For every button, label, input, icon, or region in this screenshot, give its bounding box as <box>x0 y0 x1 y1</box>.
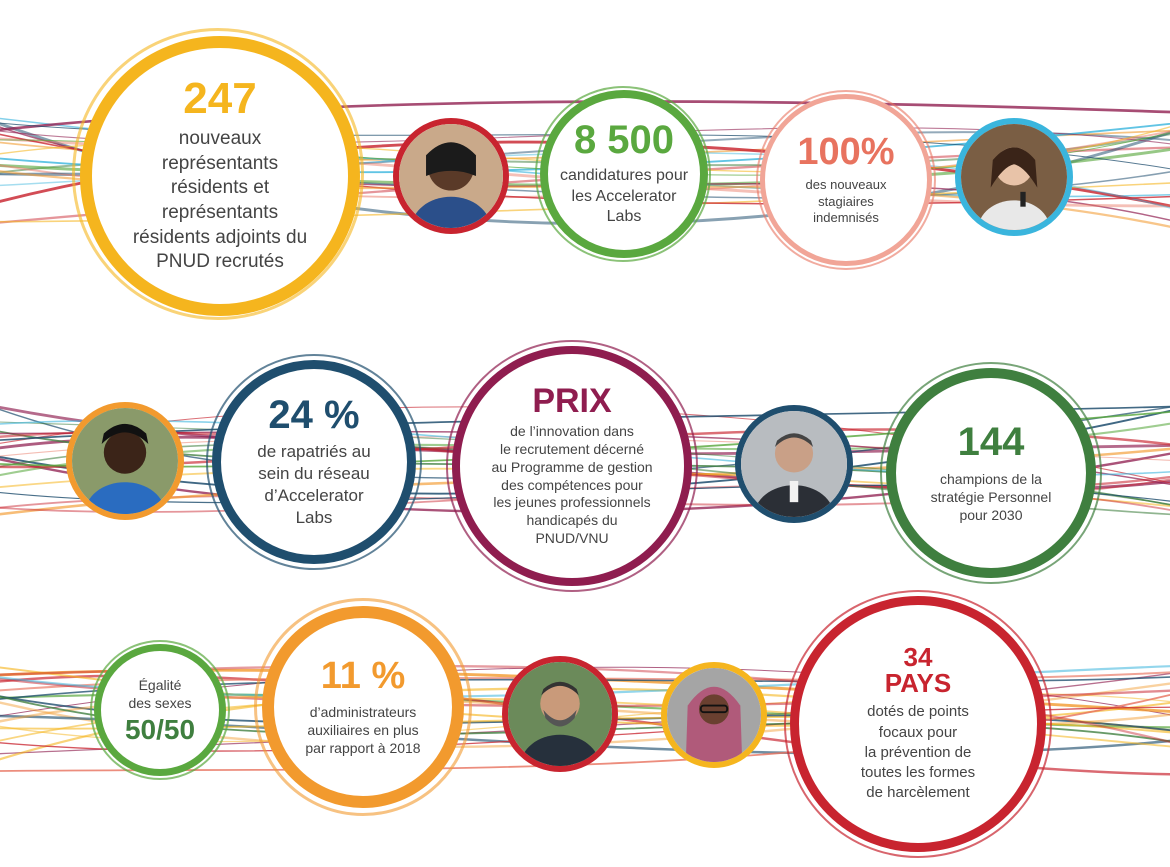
stat-text: des nouveaux stagiaires indemnisés <box>805 176 887 226</box>
stat-circle-prix: PRIX de l’innovation dans le recrutement … <box>452 346 692 586</box>
man-suit-icon <box>735 405 853 523</box>
stat-circle-recrutes: 247 nouveaux représentants résidents et re… <box>80 36 360 316</box>
stat-text: candidatures pour les Accelerator Labs <box>559 166 689 226</box>
man-beard-icon <box>502 656 618 772</box>
stat-value: PRIX <box>532 381 612 420</box>
stat-text: d’administrateurs auxiliaires en plus par … <box>305 703 421 757</box>
stat-text: de rapatriés au sein du réseau d’Accelerat… <box>257 441 371 528</box>
stat-value: 50/50 <box>124 714 196 746</box>
stat-circle-egalite: Égalité des sexes 50/50 <box>94 644 226 776</box>
woman-smiling-icon <box>66 402 184 520</box>
woman-scarf-icon <box>661 662 767 768</box>
stat-value: 34 <box>903 642 933 673</box>
stat-circle-stagiaires: 100% des nouveaux stagiaires indemnisés <box>760 94 932 266</box>
stat-text: champions de la stratégie Personnel pour 2… <box>930 470 1052 524</box>
stat-text: de l’innovation dans le recrutement décer… <box>491 422 653 547</box>
stat-value: 11 % <box>320 654 406 697</box>
stat-value: 24 % <box>268 392 360 437</box>
stat-circle-candidatures: 8 500 candidatures pour les Accelerator La… <box>540 90 708 258</box>
stat-value-2: PAYS <box>884 668 952 699</box>
woman-microphone-icon <box>955 118 1073 236</box>
stat-value: 8 500 <box>573 117 675 162</box>
stat-circle-rapatries: 24 % de rapatriés au sein du réseau d’Acce… <box>212 360 416 564</box>
stat-circle-administrateurs: 11 % d’administrateurs auxiliaires en plu… <box>262 606 464 808</box>
woman-glasses-icon <box>393 118 509 234</box>
stat-label: Égalité des sexes <box>128 676 192 711</box>
stat-value: 247 <box>183 73 257 123</box>
stat-text: nouveaux représentants résidents et représ… <box>132 127 308 273</box>
stat-value: 100% <box>797 130 895 173</box>
stat-circle-champions: 144 champions de la stratégie Personnel po… <box>886 368 1096 578</box>
stat-text: dotés de points focaux pour la prévention … <box>860 703 976 802</box>
stat-value: 144 <box>957 419 1025 464</box>
stat-circle-pays: 34 PAYS dotés de points focaux pour la pré… <box>790 596 1046 852</box>
